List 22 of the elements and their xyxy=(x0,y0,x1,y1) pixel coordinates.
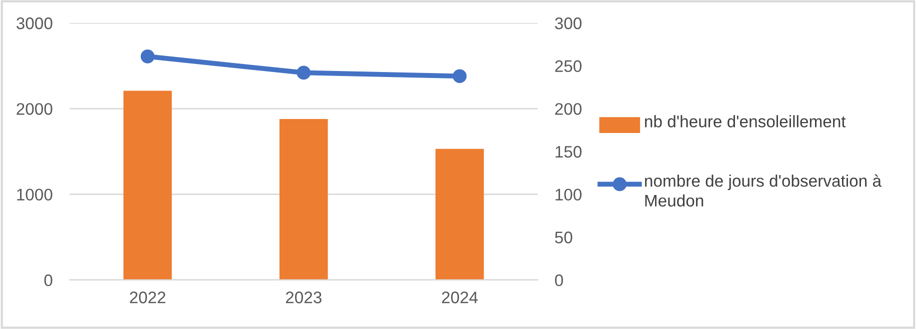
bar xyxy=(279,118,328,280)
y2-tick-label: 300 xyxy=(554,17,582,30)
y2-tick-label: 100 xyxy=(556,188,582,201)
x-tick-label: 2022 xyxy=(130,292,166,304)
y2-tick-label: 200 xyxy=(555,103,582,115)
y-tick-label: 0 xyxy=(44,274,52,286)
y-tick-label: 2000 xyxy=(16,103,52,115)
y2-tick-label: 150 xyxy=(556,146,582,158)
y2-tick-label: 250 xyxy=(555,60,582,72)
y-tick-label: 1000 xyxy=(17,188,52,201)
y2-tick-label: 50 xyxy=(555,232,572,244)
bar xyxy=(123,90,172,280)
point xyxy=(452,69,467,84)
point xyxy=(140,49,155,64)
bar xyxy=(435,148,484,280)
x-tick-label: 2023 xyxy=(286,292,322,304)
legend-label: nombre de jours d'observation à Meudon xyxy=(645,174,882,207)
point xyxy=(296,66,311,80)
y2-tick-label: 0 xyxy=(555,274,563,286)
x-tick-label: 2024 xyxy=(442,292,478,304)
y-tick-label: 3000 xyxy=(16,17,52,30)
legend-label: nb d'heure d'ensoleillement xyxy=(645,115,846,128)
